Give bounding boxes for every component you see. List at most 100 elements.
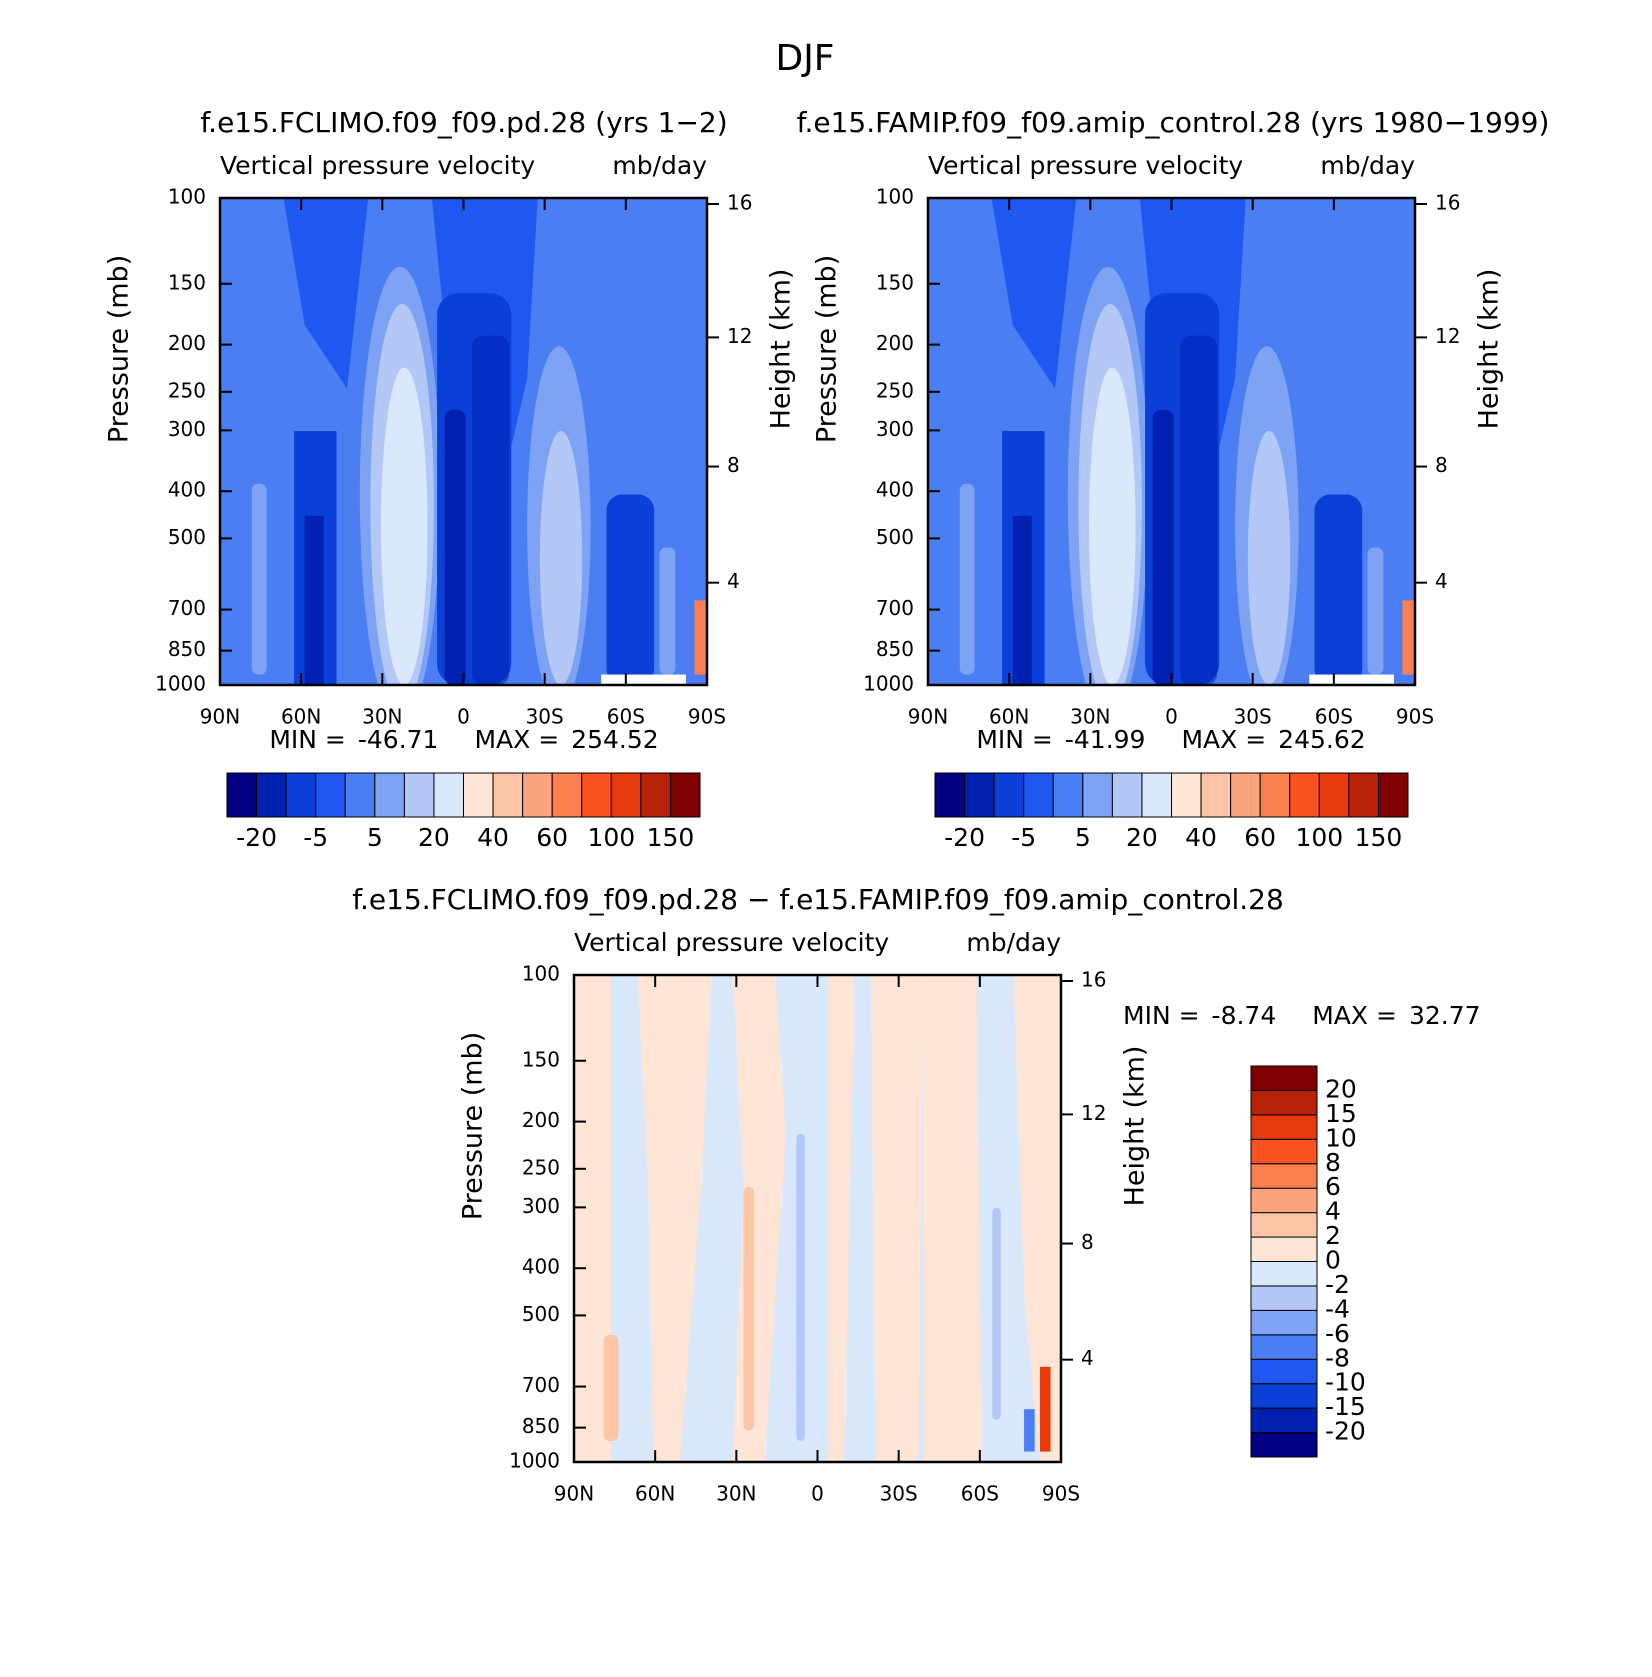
colorbar-label: -2 — [1325, 1270, 1350, 1299]
y-tick-label: 100 — [168, 185, 206, 209]
y-tick-label: 850 — [168, 637, 206, 661]
y-tick-label: 300 — [522, 1194, 560, 1218]
colorbar-label: 40 — [477, 823, 509, 852]
x-tick-label: 0 — [1165, 705, 1178, 729]
colorbar-label: 15 — [1325, 1099, 1357, 1128]
y-tick-label: 250 — [522, 1155, 560, 1179]
colorbar-label: 2 — [1325, 1221, 1341, 1250]
min-label: MIN = — [1123, 1001, 1200, 1030]
x-tick-label: 30S — [880, 1482, 918, 1506]
x-tick-label: 90S — [1396, 705, 1434, 729]
x-tick-label: 30N — [716, 1482, 756, 1506]
y2-tick-label: 4 — [1435, 569, 1448, 593]
colorbar-box — [1250, 1236, 1318, 1262]
colorbar-box — [374, 772, 405, 818]
chart-title: f.e15.FAMIP.f09_f09.amip_control.28 (yrs… — [797, 106, 1550, 139]
y2-tick-label: 12 — [1081, 1101, 1106, 1125]
colorbar-label: 10 — [1325, 1123, 1357, 1152]
y2-tick-label: 16 — [727, 190, 752, 214]
colorbar-box — [285, 772, 317, 818]
x-tick-label: 60N — [635, 1482, 675, 1506]
chart-title: f.e15.FCLIMO.f09_f09.pd.28 − f.e15.FAMIP… — [352, 883, 1284, 916]
colorbar-box — [463, 772, 494, 818]
y-tick-label: 1000 — [863, 672, 914, 696]
y2-axis-label: Height (km) — [1120, 1046, 1151, 1207]
x-tick-label: 60N — [281, 705, 321, 729]
y-tick-label: 300 — [876, 417, 914, 441]
colorbar-box — [610, 772, 642, 818]
colorbar-box — [1082, 772, 1113, 818]
y-tick-label: 250 — [876, 378, 914, 402]
colorbar-box — [1250, 1334, 1318, 1360]
colorbar-box — [1141, 772, 1172, 818]
y-tick-label: 150 — [168, 270, 206, 294]
y-tick-label: 150 — [876, 270, 914, 294]
left-string: Vertical pressure velocity — [574, 928, 889, 957]
min-max: MIN = -8.74 MAX = 32.77 — [1123, 1001, 1481, 1030]
colorbar-label: 60 — [1244, 823, 1276, 852]
colorbar-box — [1250, 1358, 1318, 1385]
x-tick-label: 30N — [1070, 705, 1110, 729]
colorbar-box — [1250, 1261, 1318, 1287]
colorbar-box — [1023, 772, 1054, 818]
min: -8.74 — [1212, 1001, 1277, 1030]
x-tick-label: 90S — [688, 705, 726, 729]
y-tick-label: 200 — [522, 1108, 560, 1132]
y-tick-label: 700 — [168, 596, 206, 620]
y2-axis-label: Height (km) — [1474, 269, 1505, 430]
contour-field — [574, 975, 1061, 1462]
colorbar-box — [551, 772, 583, 818]
colorbar-box — [492, 772, 524, 818]
y2-tick-label: 16 — [1081, 967, 1106, 991]
contour-field — [928, 198, 1415, 722]
colorbar-box — [640, 772, 671, 818]
colorbar-box — [964, 772, 995, 818]
max-label: MAX = — [1181, 725, 1266, 754]
y-tick-label: 700 — [522, 1373, 560, 1397]
colorbar-label: 150 — [647, 823, 695, 852]
min: -41.99 — [1065, 725, 1146, 754]
x-tick-label: 90N — [908, 705, 948, 729]
chart-title: f.e15.FCLIMO.f09_f09.pd.28 (yrs 1−2) — [200, 106, 727, 139]
min-max: MIN = -46.71 MAX = 254.52 — [269, 725, 658, 754]
colorbar-label: 40 — [1185, 823, 1217, 852]
colorbar-box — [1377, 772, 1409, 818]
colorbar-box — [1250, 1089, 1318, 1116]
min-max: MIN = -41.99 MAX = 245.62 — [976, 725, 1365, 754]
x-tick-label: 0 — [457, 705, 470, 729]
left-string: Vertical pressure velocity — [928, 151, 1243, 180]
colorbar-box — [1250, 1163, 1318, 1189]
colorbar-box — [315, 772, 346, 818]
colorbar-label: 20 — [1325, 1074, 1357, 1103]
y-tick-label: 250 — [168, 378, 206, 402]
max-label: MAX = — [474, 725, 559, 754]
y-tick-label: 850 — [522, 1414, 560, 1438]
y-tick-label: 1000 — [509, 1449, 560, 1473]
colorbar-box — [1250, 1309, 1318, 1336]
min-label: MIN = — [269, 725, 346, 754]
colorbar-label: 100 — [587, 823, 635, 852]
y2-axis-label: Height (km) — [766, 269, 797, 430]
colorbar-box — [433, 772, 464, 818]
colorbar-box — [226, 772, 258, 818]
colorbar-box — [403, 772, 435, 818]
y2-tick-label: 12 — [1435, 324, 1460, 348]
colorbar-label: -6 — [1325, 1319, 1350, 1348]
x-tick-label: 60S — [961, 1482, 999, 1506]
colorbar-label: -20 — [236, 823, 277, 852]
y-tick-label: 500 — [876, 525, 914, 549]
colorbar-box — [1111, 772, 1143, 818]
colorbar-label: 5 — [367, 823, 383, 852]
colorbar-label: -4 — [1325, 1294, 1350, 1323]
colorbar-label: 8 — [1325, 1148, 1341, 1177]
colorbar-box — [1348, 772, 1379, 818]
y-tick-label: 100 — [522, 962, 560, 986]
y2-tick-label: 8 — [727, 453, 740, 477]
y2-tick-label: 8 — [1435, 453, 1448, 477]
colorbar-box — [1250, 1407, 1318, 1434]
colorbar-label: 20 — [1126, 823, 1158, 852]
colorbar-box — [1250, 1187, 1318, 1214]
figure-title: DJF — [775, 38, 834, 79]
y-tick-label: 700 — [876, 596, 914, 620]
